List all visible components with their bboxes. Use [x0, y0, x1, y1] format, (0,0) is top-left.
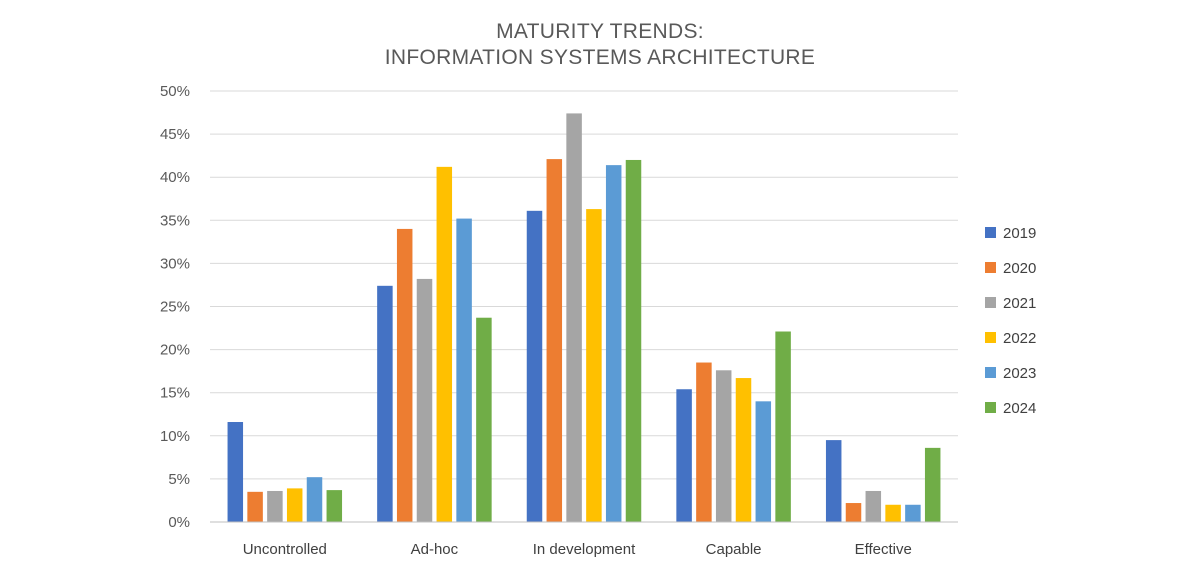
bar	[267, 490, 283, 522]
y-tick-label: 30%	[160, 255, 190, 272]
y-tick-label: 20%	[160, 342, 190, 359]
bar	[676, 389, 692, 522]
x-tick-label: Ad-hoc	[411, 541, 459, 558]
bar	[924, 447, 941, 522]
y-tick-label: 0%	[168, 514, 190, 531]
legend-label: 2022	[1003, 330, 1036, 347]
bar	[586, 209, 602, 522]
bar	[456, 218, 472, 522]
x-axis-ticks: Uncontrolled Ad-hoc In development Capable E…	[243, 541, 912, 558]
legend-label: 2020	[1003, 260, 1036, 277]
legend-swatch	[985, 297, 996, 308]
bar	[227, 422, 244, 522]
y-tick-label: 10%	[160, 428, 190, 445]
bar	[905, 504, 921, 522]
bar	[526, 210, 543, 522]
legend-label: 2024	[1003, 400, 1036, 417]
legend-swatch	[985, 262, 996, 273]
bar	[885, 504, 901, 522]
x-tick-label: In development	[533, 541, 636, 558]
y-axis-ticks: 0% 5% 10% 15% 20% 25% 30% 35% 40% 45% 50%	[160, 83, 190, 531]
bar	[326, 490, 343, 522]
bar	[775, 331, 791, 522]
bar	[286, 488, 303, 522]
y-tick-label: 5%	[168, 471, 190, 488]
bar	[845, 503, 862, 522]
bar	[625, 159, 642, 522]
bar	[416, 278, 433, 522]
bar	[566, 113, 582, 522]
bar	[735, 378, 752, 522]
legend-label: 2019	[1003, 225, 1036, 242]
bar	[755, 401, 772, 522]
bar	[396, 228, 413, 523]
x-tick-label: Capable	[706, 541, 762, 558]
x-tick-label: Effective	[855, 541, 912, 558]
bar	[696, 362, 712, 522]
bar	[825, 440, 842, 522]
y-tick-label: 25%	[160, 299, 190, 316]
bar	[436, 166, 453, 523]
y-tick-label: 40%	[160, 169, 190, 186]
gridlines	[210, 90, 958, 480]
y-tick-label: 35%	[160, 212, 190, 229]
legend: 2019 2020 2021 2022 2023 2024	[985, 225, 1036, 417]
bar	[715, 370, 732, 522]
chart-title-line-2: INFORMATION SYSTEMS ARCHITECTURE	[385, 46, 815, 69]
bar	[377, 285, 393, 522]
legend-label: 2021	[1003, 295, 1036, 312]
chart-title-line-1: MATURITY TRENDS:	[496, 20, 704, 43]
bar	[546, 159, 563, 522]
bar	[476, 317, 492, 522]
y-tick-label: 15%	[160, 385, 190, 402]
y-tick-label: 50%	[160, 83, 190, 100]
y-tick-label: 45%	[160, 126, 190, 143]
bars	[227, 113, 941, 523]
bar	[306, 477, 323, 522]
legend-swatch	[985, 332, 996, 343]
bar	[605, 165, 622, 522]
bar	[865, 490, 882, 522]
legend-swatch	[985, 402, 996, 413]
legend-label: 2023	[1003, 365, 1036, 382]
x-tick-label: Uncontrolled	[243, 541, 327, 558]
bar	[247, 491, 263, 522]
legend-swatch	[985, 227, 996, 238]
legend-swatch	[985, 367, 996, 378]
